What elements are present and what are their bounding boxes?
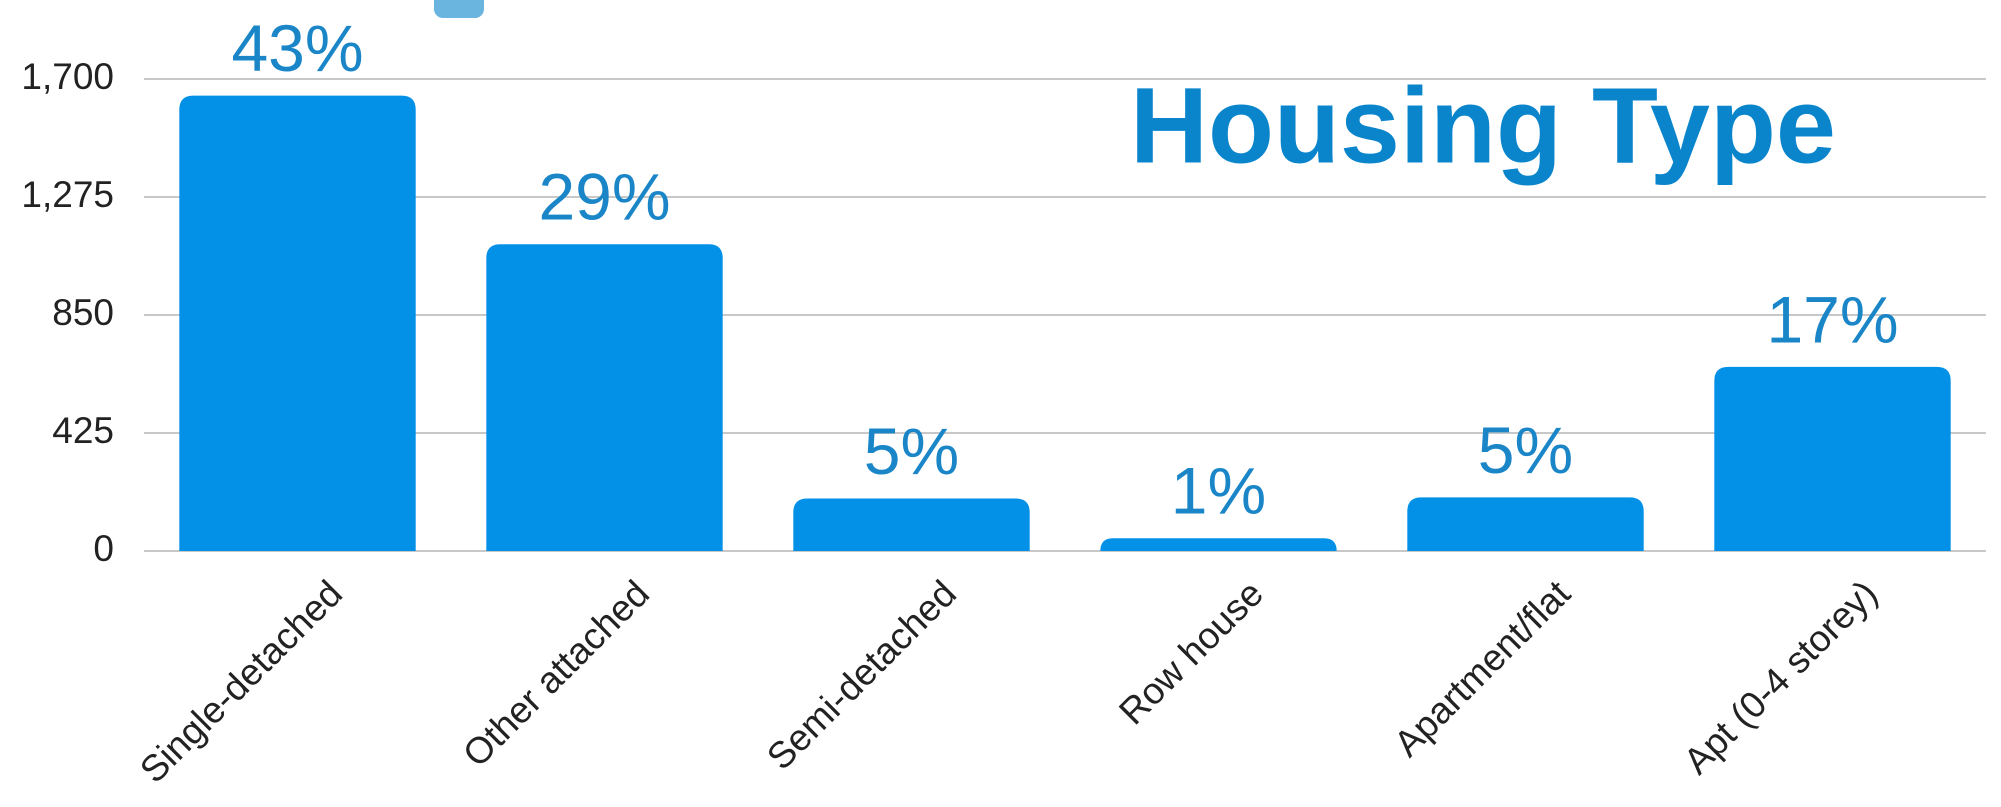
x-tick-label: Apartment/flat: [1386, 572, 1578, 764]
chart-title: Housing Type: [1130, 65, 1836, 186]
y-tick-label: 0: [93, 528, 114, 569]
bar: [179, 95, 416, 552]
value-label: 5%: [1478, 413, 1573, 487]
x-tick-label: Semi-detached: [759, 573, 964, 778]
y-tick-label: 850: [52, 292, 114, 333]
bar: [486, 244, 723, 551]
value-label: 5%: [864, 414, 959, 488]
bar: [1714, 366, 1951, 551]
value-label: 17%: [1766, 282, 1898, 356]
bar: [1407, 497, 1644, 551]
value-label: 29%: [538, 160, 670, 234]
value-label: 43%: [231, 11, 363, 85]
y-tick-label: 1,700: [21, 56, 114, 97]
x-tick-label: Other attached: [455, 573, 657, 775]
y-tick-label: 1,275: [21, 174, 114, 215]
x-tick-label: Row house: [1111, 573, 1271, 733]
value-label: 1%: [1171, 454, 1266, 528]
x-tick-label: Single-detached: [132, 573, 350, 791]
bar: [1100, 538, 1337, 551]
y-tick-label: 425: [52, 410, 114, 451]
x-tick-label: Apt (0-4 storey): [1676, 573, 1885, 782]
bar: [793, 498, 1030, 551]
legend-fragment: [434, 0, 484, 18]
